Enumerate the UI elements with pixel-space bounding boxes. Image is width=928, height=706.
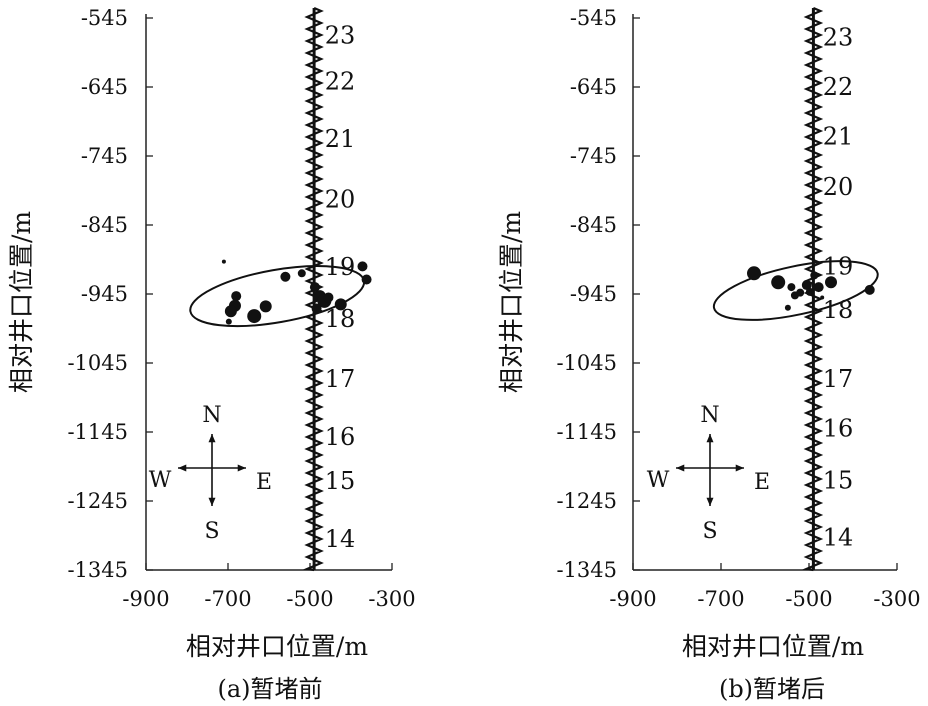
microseismic-event bbox=[864, 284, 875, 295]
stage-label: 16 bbox=[325, 423, 356, 451]
y-tick-label: -545 bbox=[570, 6, 617, 30]
y-tick-label: -1245 bbox=[67, 489, 128, 513]
microseismic-event bbox=[820, 295, 825, 300]
y-tick-label: -645 bbox=[570, 75, 617, 99]
microseismic-event bbox=[309, 282, 320, 293]
y-tick-label: -1345 bbox=[556, 558, 617, 582]
stage-label: 15 bbox=[823, 466, 854, 494]
stage-label: 23 bbox=[325, 21, 356, 49]
y-tick-label: -845 bbox=[81, 213, 128, 237]
west-arrow-head bbox=[178, 464, 187, 472]
x-tick-label: -700 bbox=[204, 587, 251, 611]
srv-ellipse bbox=[712, 260, 879, 321]
y-tick-label: -545 bbox=[81, 6, 128, 30]
stage-label: 14 bbox=[823, 524, 854, 552]
microseismic-event bbox=[801, 280, 812, 291]
x-axis-label: 相对井口位置/m bbox=[186, 632, 368, 661]
compass-rose: N S W E bbox=[647, 403, 770, 544]
microseismic-event bbox=[805, 287, 814, 296]
stage-label: 20 bbox=[823, 173, 854, 201]
y-tick-label: -1245 bbox=[556, 489, 617, 513]
west-arrow-head bbox=[676, 464, 685, 472]
stage-label: 17 bbox=[823, 365, 854, 393]
microseismic-event bbox=[357, 261, 368, 272]
compass-s-label: S bbox=[702, 519, 717, 544]
compass-e-label: E bbox=[256, 470, 272, 495]
stage-label: 22 bbox=[325, 67, 356, 95]
y-tick-label: -745 bbox=[81, 144, 128, 168]
x-tick-label: -300 bbox=[873, 587, 920, 611]
stage-label: 20 bbox=[325, 185, 356, 213]
x-tick-label: -500 bbox=[286, 587, 333, 611]
panel-b-caption: (b)暂堵后 bbox=[719, 675, 825, 703]
y-tick-label: -745 bbox=[570, 144, 617, 168]
microseismic-event bbox=[247, 309, 262, 324]
y-tick-label: -645 bbox=[81, 75, 128, 99]
stage-label: 15 bbox=[325, 467, 356, 495]
x-tick-label: -500 bbox=[785, 587, 832, 611]
microseismic-event bbox=[323, 292, 334, 303]
microseismic-event bbox=[280, 271, 291, 282]
x-tick-label: -900 bbox=[609, 587, 656, 611]
compass-s-label: S bbox=[204, 519, 219, 544]
east-arrow-head bbox=[735, 464, 744, 472]
x-tick-label: -900 bbox=[122, 587, 169, 611]
panel-a-caption: (a)暂堵前 bbox=[217, 675, 322, 703]
east-arrow-head bbox=[237, 464, 246, 472]
microseismic-event bbox=[813, 282, 824, 293]
microseismic-event bbox=[225, 318, 232, 325]
microseismic-event bbox=[810, 271, 819, 280]
stage-label: 19 bbox=[823, 252, 854, 280]
microseismic-event bbox=[784, 304, 791, 311]
stage-label: 22 bbox=[823, 73, 854, 101]
x-tick-label: -700 bbox=[697, 587, 744, 611]
microseismic-event bbox=[747, 266, 761, 281]
compass-rose: N S W E bbox=[149, 403, 272, 544]
panel-b-chart: (b)暂堵后 -545 -645 -745 -845 -945 -1045 -1145 -12… bbox=[497, 6, 921, 703]
south-arrow-head bbox=[706, 497, 714, 506]
microseismic-event bbox=[334, 298, 347, 311]
microseismic-event bbox=[231, 291, 242, 302]
panel-a-chart: (a)暂堵前 -545 -645 -745 -845 -945 -1045 -1145 -12… bbox=[7, 6, 416, 703]
south-arrow-head bbox=[208, 497, 216, 506]
north-arrow-head bbox=[706, 434, 714, 443]
y-tick-label: -1145 bbox=[67, 420, 128, 444]
microseismic-event bbox=[224, 305, 237, 318]
y-tick-label: -945 bbox=[81, 282, 128, 306]
microseismic-event bbox=[361, 274, 372, 285]
microseismic-event bbox=[311, 303, 322, 314]
stage-label: 17 bbox=[325, 365, 356, 393]
stage-label: 18 bbox=[823, 296, 854, 324]
microseismic-event bbox=[221, 259, 226, 264]
stage-label: 21 bbox=[823, 123, 854, 151]
microseismic-event bbox=[825, 276, 837, 289]
compass-e-label: E bbox=[754, 470, 770, 495]
x-tick-label: -300 bbox=[368, 587, 415, 611]
y-tick-label: -1045 bbox=[67, 351, 128, 375]
compass-n-label: N bbox=[202, 403, 221, 428]
y-tick-label: -845 bbox=[570, 213, 617, 237]
y-tick-label: -1045 bbox=[556, 351, 617, 375]
y-axis-label: 相对井口位置/m bbox=[7, 211, 36, 393]
x-axis-label: 相对井口位置/m bbox=[682, 632, 864, 661]
stage-label: 16 bbox=[823, 415, 854, 443]
microseismic-event bbox=[796, 288, 805, 297]
stage-label: 23 bbox=[823, 23, 854, 51]
microseismic-event bbox=[297, 269, 306, 278]
compass-n-label: N bbox=[700, 403, 719, 428]
y-tick-label: -1345 bbox=[67, 558, 128, 582]
y-axis-label: 相对井口位置/m bbox=[497, 211, 526, 393]
microseismic-event bbox=[771, 275, 786, 290]
microseismic-event bbox=[787, 283, 796, 292]
stage-label: 14 bbox=[325, 525, 356, 553]
y-tick-label: -1145 bbox=[556, 420, 617, 444]
microseismic-event bbox=[259, 300, 272, 313]
stage-label: 21 bbox=[325, 125, 356, 153]
compass-w-label: W bbox=[647, 468, 670, 493]
north-arrow-head bbox=[208, 434, 216, 443]
y-tick-label: -945 bbox=[570, 282, 617, 306]
compass-w-label: W bbox=[149, 468, 172, 493]
